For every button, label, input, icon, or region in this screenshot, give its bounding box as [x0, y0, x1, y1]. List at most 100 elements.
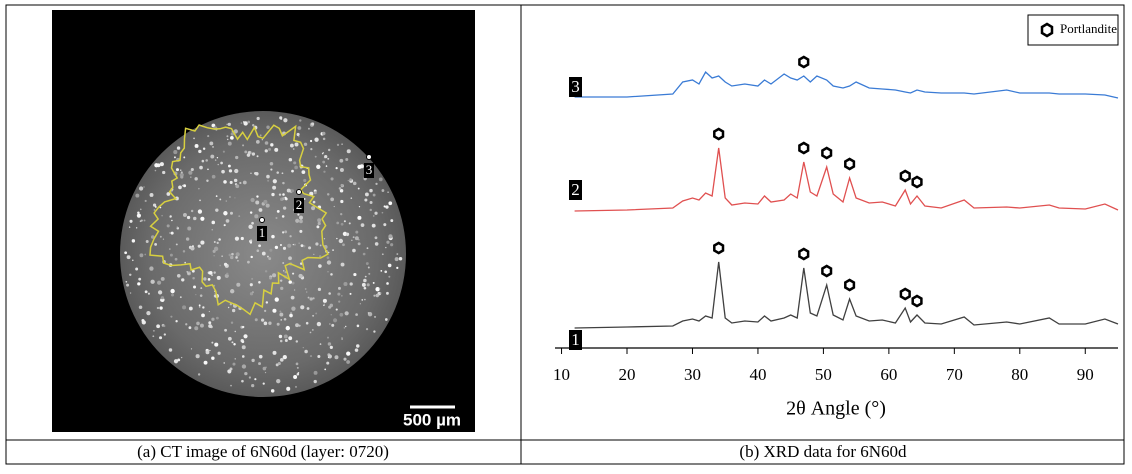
speckle: [338, 187, 342, 190]
speckle: [213, 241, 216, 244]
speckle: [186, 215, 191, 220]
speckle: [192, 277, 195, 280]
speckle: [309, 297, 313, 301]
speckle: [179, 296, 182, 299]
speckle: [383, 223, 387, 227]
speckle: [190, 209, 194, 213]
speckle: [197, 373, 201, 376]
speckle: [214, 159, 217, 161]
speckle: [379, 292, 382, 294]
speckle: [263, 321, 268, 326]
speckle: [196, 321, 200, 326]
speckle: [274, 297, 279, 302]
speckle: [242, 121, 245, 123]
x-tick-label: 40: [749, 365, 766, 384]
speckle: [146, 310, 151, 316]
speckle: [258, 362, 261, 366]
speckle: [162, 238, 165, 240]
speckle: [166, 192, 171, 196]
speckle: [306, 307, 310, 310]
portlandite-marker: [798, 141, 810, 155]
speckle: [329, 345, 333, 349]
speckle: [162, 170, 166, 175]
speckle: [264, 149, 268, 153]
speckle: [297, 371, 300, 374]
speckle: [176, 226, 178, 228]
point-label-box: [294, 198, 304, 213]
speckle: [296, 366, 299, 369]
speckle: [209, 141, 214, 146]
speckle: [246, 153, 251, 157]
speckle: [316, 321, 322, 327]
speckle: [305, 321, 309, 325]
speckle: [339, 158, 344, 163]
speckle: [295, 362, 299, 366]
speckle: [234, 197, 236, 199]
speckle: [278, 193, 282, 196]
speckle: [197, 244, 201, 248]
speckle: [278, 334, 283, 339]
speckle: [186, 271, 188, 273]
speckle: [223, 362, 225, 364]
speckle: [357, 215, 362, 220]
speckle: [275, 217, 278, 220]
speckle: [276, 171, 279, 174]
speckle: [138, 186, 144, 191]
speckle: [347, 179, 349, 182]
speckle: [279, 116, 283, 120]
speckle: [290, 189, 295, 193]
speckle: [211, 356, 215, 360]
x-tick-label: 10: [553, 365, 570, 384]
speckle: [386, 282, 389, 285]
speckle: [225, 200, 228, 202]
speckle: [319, 244, 322, 247]
speckle: [345, 158, 349, 162]
speckle: [270, 389, 275, 393]
speckle: [184, 261, 186, 264]
speckle: [267, 179, 270, 182]
speckle: [322, 131, 326, 136]
speckle: [372, 282, 375, 284]
speckle: [363, 286, 367, 290]
speckle: [166, 224, 170, 228]
speckle: [153, 209, 156, 211]
speckle: [223, 262, 228, 267]
speckle: [330, 177, 334, 181]
speckle: [235, 184, 240, 189]
speckle: [256, 249, 260, 252]
speckle: [230, 289, 235, 294]
speckle: [256, 155, 259, 158]
speckle: [323, 238, 326, 240]
speckle: [244, 150, 248, 154]
speckle: [207, 135, 210, 138]
speckle: [256, 116, 260, 121]
speckle: [345, 232, 350, 236]
speckle: [258, 208, 263, 212]
speckle: [356, 344, 360, 348]
speckle: [363, 278, 367, 283]
portlandite-marker: [899, 287, 911, 301]
speckle: [154, 163, 159, 168]
speckle: [262, 366, 267, 371]
speckle: [169, 232, 171, 234]
speckle: [200, 240, 205, 245]
speckle: [168, 348, 173, 352]
speckle: [169, 215, 172, 218]
speckle: [262, 382, 265, 385]
speckle: [344, 311, 349, 316]
speckle: [279, 339, 283, 343]
speckle: [205, 350, 210, 355]
speckle: [250, 241, 252, 244]
speckle: [219, 264, 222, 267]
series-label: 1: [571, 330, 580, 349]
speckle: [338, 300, 341, 303]
speckle: [175, 320, 178, 323]
speckle: [375, 293, 379, 298]
speckle: [197, 209, 203, 214]
speckle: [143, 219, 146, 222]
x-tick-label: 50: [815, 365, 832, 384]
speckle: [154, 242, 158, 246]
speckle: [284, 271, 287, 274]
speckle: [283, 334, 288, 339]
